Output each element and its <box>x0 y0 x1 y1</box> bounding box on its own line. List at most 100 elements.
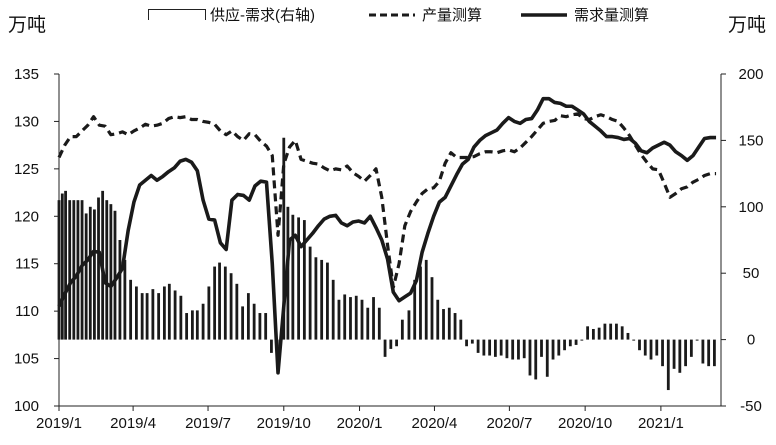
bar <box>615 323 618 340</box>
bar <box>179 295 183 340</box>
bar <box>424 259 428 340</box>
bar <box>493 339 497 357</box>
bar <box>140 293 144 340</box>
bar <box>395 339 398 347</box>
left-tick-label: 130 <box>14 113 39 130</box>
bar <box>563 339 566 351</box>
bar <box>505 339 509 359</box>
x-tick-label: 2020/10 <box>558 415 612 432</box>
bar <box>632 339 636 341</box>
legend-label: 需求量测算 <box>574 7 650 24</box>
bar <box>666 339 670 391</box>
bar <box>218 262 221 340</box>
bar <box>213 266 217 340</box>
right-tick-label: 50 <box>743 265 760 282</box>
legend-bar-swatch <box>148 9 206 20</box>
bar <box>643 339 647 356</box>
bar <box>145 293 149 340</box>
bar <box>638 339 641 351</box>
bar <box>241 306 245 340</box>
bar <box>597 327 601 340</box>
bar <box>609 323 613 340</box>
bar <box>377 307 381 340</box>
bar <box>258 313 262 340</box>
bar <box>470 339 474 344</box>
bar <box>476 339 480 353</box>
bar <box>291 214 295 340</box>
bar <box>672 339 676 369</box>
x-tick-label: 2019/1 <box>36 415 82 432</box>
bar <box>389 339 393 349</box>
bar <box>113 210 117 340</box>
bar <box>551 339 555 360</box>
bar <box>135 286 138 340</box>
bar <box>157 293 161 340</box>
bar <box>270 339 273 353</box>
bar <box>349 297 352 340</box>
bar <box>366 307 370 340</box>
bar <box>383 339 387 357</box>
bar <box>246 293 250 340</box>
bar <box>123 259 127 340</box>
bar <box>465 339 468 347</box>
x-tick-label: 2021/1 <box>638 415 684 432</box>
bar <box>185 313 189 340</box>
bar <box>482 339 486 356</box>
x-tick-label: 2019/7 <box>185 415 231 432</box>
bar <box>88 206 92 340</box>
left-tick-label: 105 <box>14 351 39 368</box>
bar <box>162 286 166 340</box>
left-tick-label: 120 <box>14 208 39 225</box>
bar <box>80 200 84 340</box>
bar <box>707 339 711 367</box>
bar <box>64 190 67 340</box>
x-tick-label: 2020/4 <box>412 415 458 432</box>
bar <box>129 279 133 340</box>
left-axis-unit: 万吨 <box>8 15 47 36</box>
bar <box>557 339 561 356</box>
bar <box>522 339 526 359</box>
bar <box>360 299 364 340</box>
bar <box>297 217 300 340</box>
bar <box>326 262 329 340</box>
bar <box>331 279 335 340</box>
line-series-group <box>57 96 717 375</box>
right-tick-label: 100 <box>738 199 763 216</box>
bar <box>442 309 445 340</box>
bar <box>235 283 239 340</box>
bar <box>649 339 653 360</box>
bar <box>540 339 543 357</box>
bar <box>586 326 590 340</box>
left-tick-label: 135 <box>14 66 39 83</box>
bar <box>195 310 199 340</box>
bar <box>689 339 693 357</box>
bar <box>517 339 520 360</box>
bar <box>695 339 699 341</box>
x-tick-label: 2019/10 <box>257 415 311 432</box>
bar <box>207 286 211 340</box>
bar <box>167 283 171 340</box>
bar <box>580 339 584 341</box>
left-tick-label: 110 <box>15 303 39 320</box>
bar <box>201 303 205 340</box>
bar <box>430 277 434 340</box>
bar <box>678 339 682 373</box>
right-tick-label: 150 <box>738 132 763 149</box>
bar <box>413 279 417 340</box>
bar <box>68 200 72 340</box>
bar <box>308 246 312 340</box>
bar <box>223 266 227 340</box>
bar <box>419 266 422 340</box>
right-axis-unit: 万吨 <box>727 15 766 36</box>
bar <box>337 299 341 340</box>
axes-group: 100 105 110 115 120 125 130 135 -50 0 50 100 150 200 2… <box>14 66 764 432</box>
bar <box>447 307 451 340</box>
bar <box>499 339 503 356</box>
x-tick-label: 2020/7 <box>486 415 532 432</box>
bar <box>252 303 256 340</box>
bar <box>190 310 194 340</box>
legend-label: 供应-需求(右轴) <box>210 7 315 24</box>
bar <box>84 213 88 340</box>
x-tick-label: 2020/1 <box>337 415 383 432</box>
